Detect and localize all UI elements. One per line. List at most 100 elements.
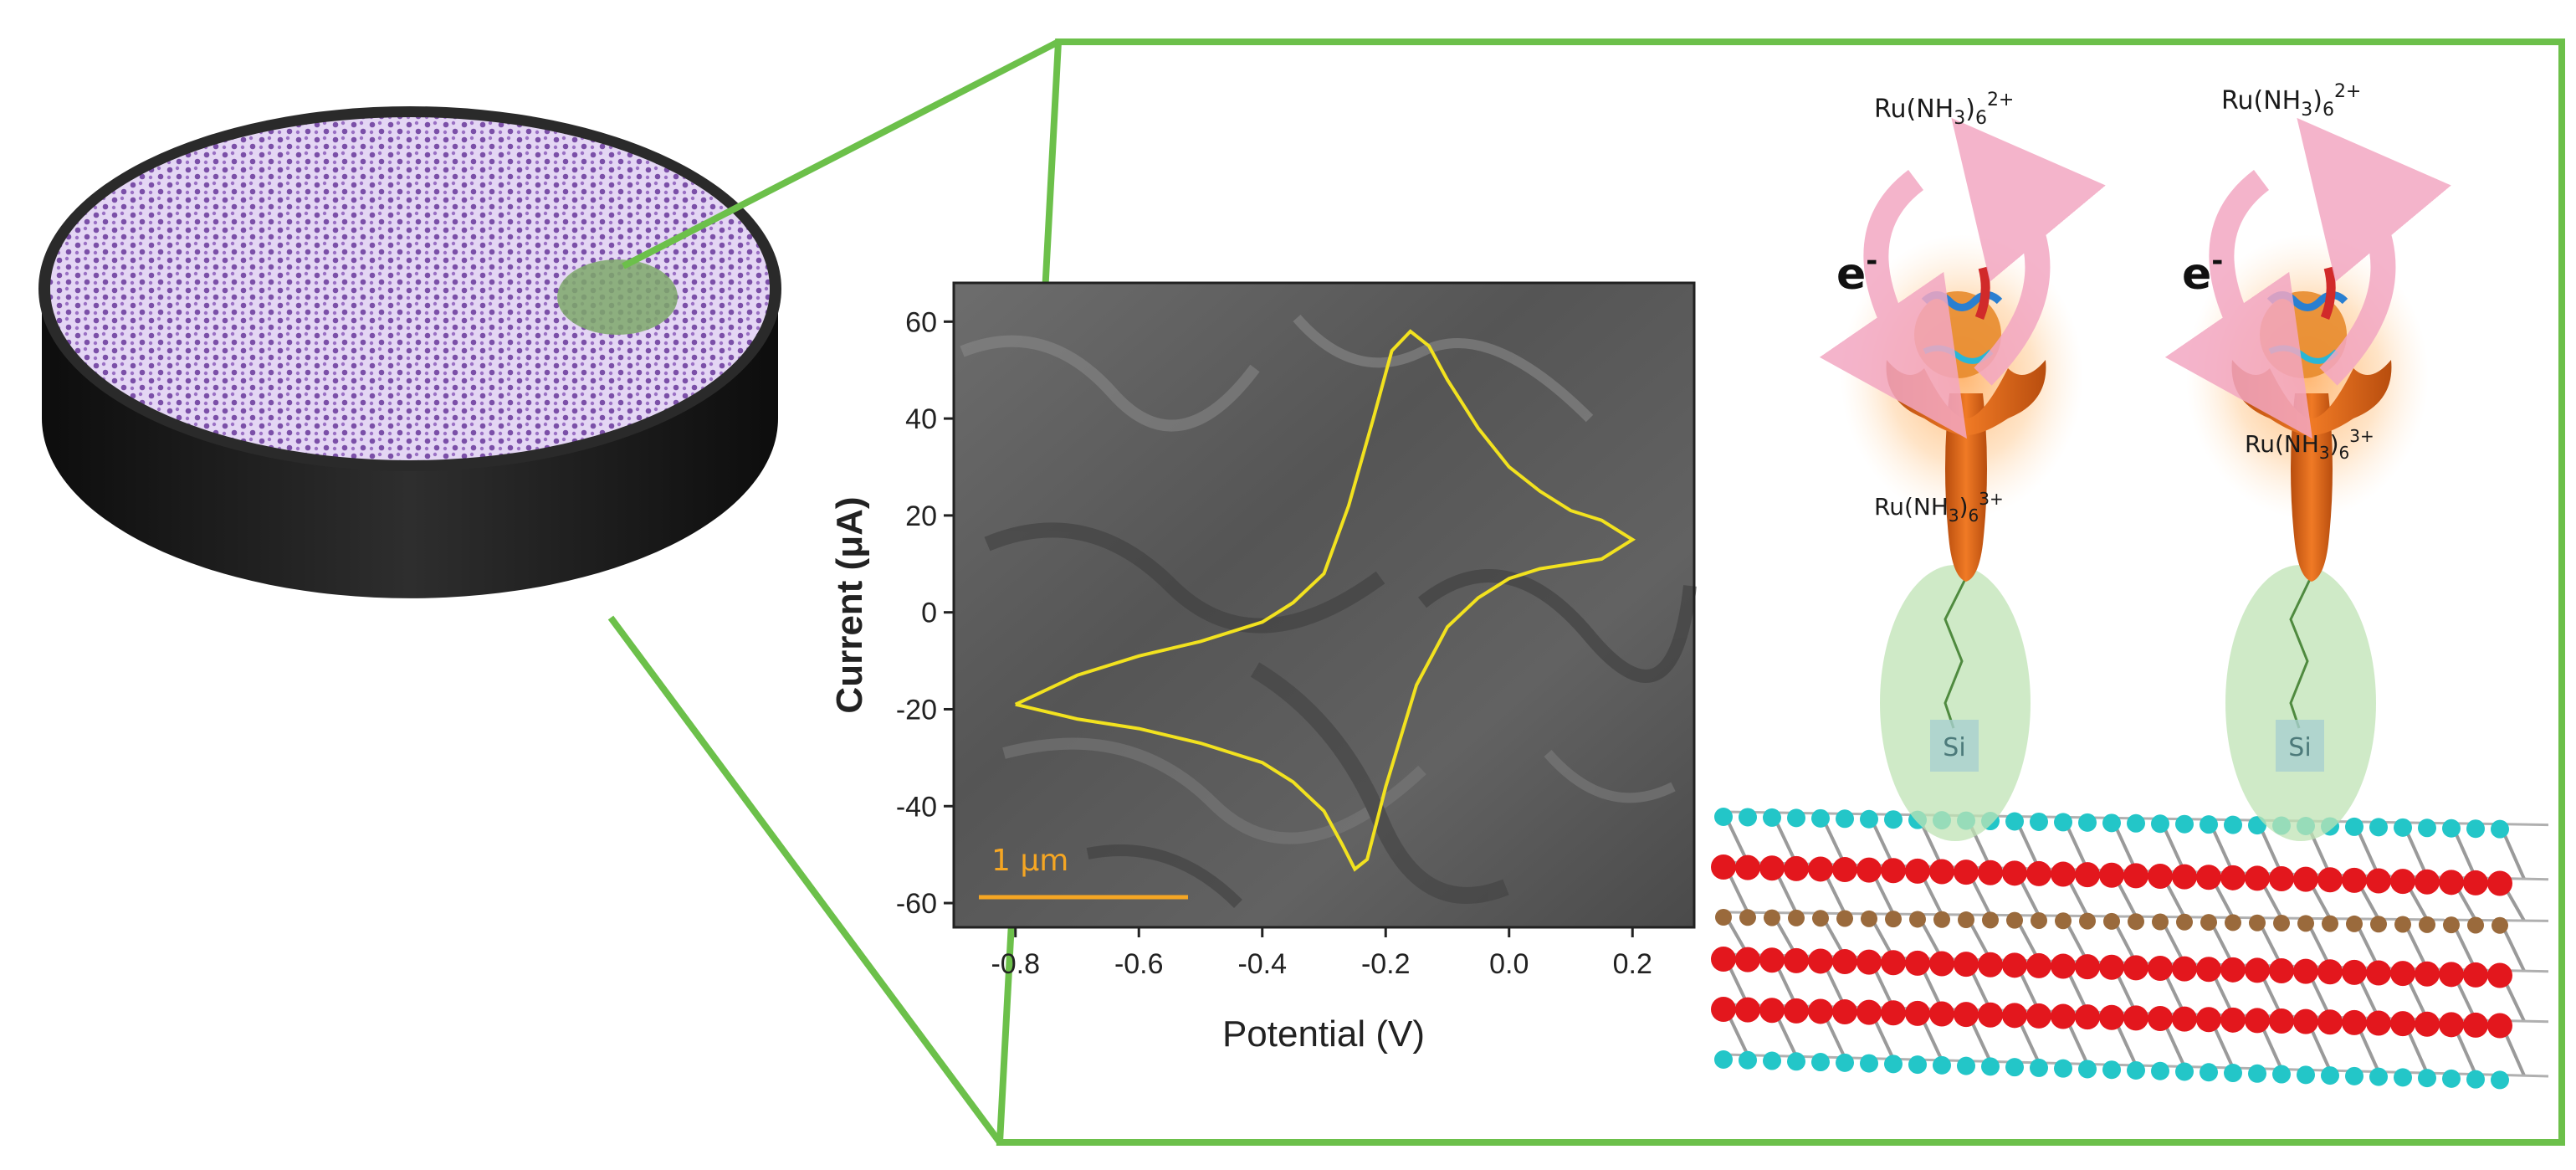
brown-atom	[1885, 911, 1902, 928]
red-atom	[2026, 1003, 2051, 1029]
red-atom	[2099, 1004, 2124, 1030]
cyan-atom	[1811, 808, 1830, 828]
red-atom	[1808, 998, 1833, 1024]
red-atom	[2051, 1003, 2076, 1029]
cv-curve-series-1	[1014, 329, 1636, 872]
red-atom	[1711, 997, 1736, 1022]
red-atom	[2269, 1008, 2294, 1034]
brown-atom	[1861, 910, 1877, 927]
red-atom	[2439, 870, 2464, 895]
red-atom	[1711, 854, 1736, 880]
mechanism-unit-1: Si Ru(NH3)62+ e- Ru(NH3)63+	[1819, 90, 2106, 841]
si-label: Si	[1943, 733, 1965, 762]
red-atom	[2172, 864, 2197, 890]
brown-atom	[1836, 910, 1853, 927]
si-box	[2276, 720, 2324, 772]
brown-atom	[1812, 910, 1829, 927]
brown-atom	[2055, 912, 2072, 930]
x-axis-label: Potential (V)	[1222, 1013, 1425, 1055]
cv-chart: -0.8 -0.6 -0.4 -0.2 0.0 0.2 6040200-20-40-60 …	[829, 281, 1697, 1055]
red-atom	[2269, 866, 2294, 892]
cyan-atom	[1739, 808, 1757, 827]
x-tick-label: -0.8	[991, 948, 1040, 980]
red-atom	[1954, 952, 1979, 978]
red-atom	[2342, 867, 2367, 893]
red-atom	[2390, 869, 2415, 895]
protein-stalk	[1945, 393, 1987, 582]
red-atom	[2463, 962, 2488, 988]
zoom-line-top	[622, 38, 1060, 269]
cyan-atom	[2491, 819, 2509, 839]
red-atom	[1832, 949, 1857, 975]
red-atom	[2172, 956, 2197, 982]
red-atom	[1881, 858, 1906, 884]
red-atom	[1856, 857, 1882, 883]
red-atom	[1881, 950, 1906, 976]
cyan-atom	[1908, 1055, 1927, 1075]
red-atom	[2196, 957, 2221, 983]
redox-arrow-right	[1951, 117, 2106, 386]
cyan-atom	[2369, 818, 2388, 837]
red-atom	[1832, 999, 1857, 1025]
brown-atom	[1909, 911, 1926, 928]
red-atom	[1905, 950, 1930, 976]
red-atom	[1784, 855, 1809, 881]
red-atom	[1954, 860, 1979, 885]
si-label: Si	[2288, 733, 2311, 762]
brown-atom	[2031, 911, 2047, 929]
red-atom	[2487, 870, 2512, 896]
cyan-atom	[2078, 1060, 2097, 1079]
brown-atom	[2006, 911, 2023, 929]
cyan-atom	[1763, 1051, 1781, 1070]
red-atom	[2245, 1008, 2270, 1034]
cyan-atom	[1787, 1052, 1805, 1071]
cyan-atom	[1787, 808, 1805, 828]
electron-label: e-	[1836, 244, 1877, 300]
electron-label: e-	[2182, 244, 2223, 300]
red-atom	[2487, 1013, 2512, 1039]
cyan-atom	[2345, 1066, 2363, 1085]
electrode-surface	[50, 117, 770, 460]
brown-atom	[2152, 913, 2169, 931]
cyan-atom	[2005, 1058, 2024, 1077]
cyan-atom	[2466, 1070, 2485, 1089]
linker-ellipse	[2225, 565, 2376, 841]
y-axis-label: Current (μA)	[829, 496, 870, 713]
red-atom	[1759, 855, 1785, 881]
red-atom	[2415, 1011, 2440, 1037]
protein-stalk	[2291, 393, 2333, 582]
linker-chain	[1944, 577, 1968, 729]
cyan-atom	[2102, 1060, 2121, 1080]
red-atom	[2196, 1007, 2221, 1033]
red-atom	[2051, 953, 2076, 979]
red-atom	[2148, 1005, 2173, 1031]
y-tick-label: -20	[896, 694, 937, 726]
brown-atom	[2394, 916, 2411, 933]
cyan-atom	[1860, 1054, 1878, 1073]
cyan-atom	[2102, 813, 2121, 833]
red-atom	[1929, 951, 1954, 977]
red-atom	[1978, 860, 2003, 885]
red-atom	[2026, 860, 2051, 886]
brown-atom	[2297, 915, 2314, 932]
cyan-atom	[2248, 1064, 2266, 1083]
red-atom	[1735, 997, 1760, 1023]
red-atom	[2220, 865, 2246, 890]
cyan-atom	[1836, 809, 1854, 829]
cyan-atom	[2151, 1061, 2169, 1080]
mechanism-unit-2: Si Ru(NH3)62+ e- Ru(NH3)63+	[2164, 81, 2451, 841]
cyan-atom	[1884, 810, 1903, 829]
brown-atom	[1933, 911, 1950, 928]
cyan-atom	[2127, 1060, 2145, 1080]
cyan-atom	[2054, 813, 2072, 832]
cyan-atom	[2054, 1059, 2072, 1078]
red-atom	[2075, 954, 2100, 980]
cyan-atom	[2418, 1069, 2436, 1088]
y-tick-label: 60	[905, 306, 937, 338]
brown-atom	[2346, 915, 2363, 932]
cyan-atom	[2030, 1058, 2048, 1077]
scale-bar-label: 1 μm	[991, 844, 1068, 878]
linker-chain	[2289, 577, 2312, 729]
brown-atom	[2079, 912, 2096, 930]
